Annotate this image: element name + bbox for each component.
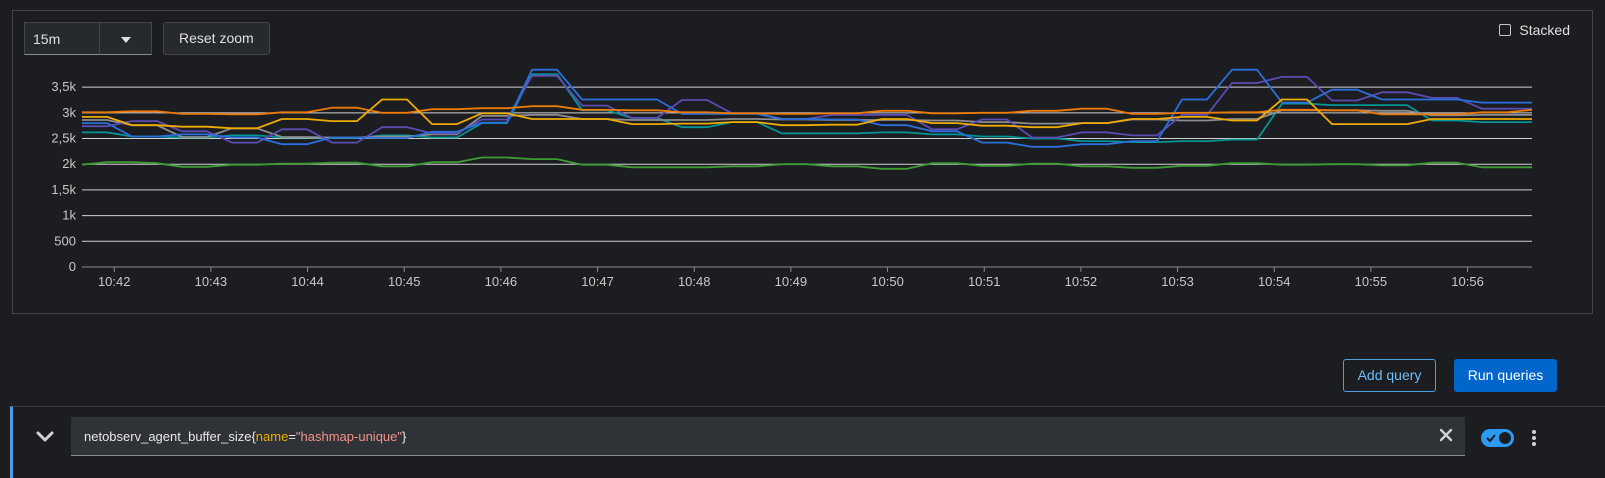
query-enabled-switch[interactable]	[1481, 429, 1514, 447]
caret-down-icon	[121, 37, 131, 43]
query-row: netobserv_agent_buffer_size{name="hashma…	[10, 406, 1605, 478]
add-query-button[interactable]: Add query	[1343, 359, 1436, 392]
x-tick-label: 10:54	[1258, 274, 1291, 289]
x-tick-label: 10:55	[1355, 274, 1388, 289]
query-chart: 0 500 1k 1,5k 2k 2,5k 3k 3,5k 10:42 10:43 10:44 10:…	[51, 68, 1533, 289]
check-icon	[1486, 434, 1496, 443]
kebab-icon[interactable]	[1532, 430, 1536, 446]
chevron-down-icon[interactable]	[35, 427, 55, 447]
y-tick-label: 3k	[62, 105, 76, 120]
y-tick-label: 2k	[62, 156, 76, 171]
y-tick-label: 2,5k	[51, 131, 76, 146]
query-metric: netobserv_agent_buffer_size	[84, 429, 252, 444]
query-label-name: name	[255, 429, 289, 444]
close-icon[interactable]	[1439, 428, 1453, 442]
y-tick-label: 3,5k	[51, 79, 76, 94]
time-range-toolbar: 15m Reset zoom	[24, 22, 270, 55]
time-range-dropdown-toggle[interactable]	[99, 22, 152, 55]
query-close-brace: }	[402, 429, 407, 444]
x-tick-label: 10:52	[1065, 274, 1098, 289]
x-tick-label: 10:42	[98, 274, 131, 289]
graph-panel: 0 500 1k 1,5k 2k 2,5k 3k 3,5k 10:42 10:43 10:44 10:…	[12, 10, 1593, 314]
x-tick-label: 10:48	[678, 274, 711, 289]
query-open-brace: {	[251, 429, 256, 444]
series-line-7	[82, 98, 1532, 130]
reset-zoom-button[interactable]: Reset zoom	[163, 22, 270, 55]
query-equals: =	[288, 429, 296, 444]
y-tick-label: 0	[69, 259, 76, 274]
query-input[interactable]: netobserv_agent_buffer_size{name="hashma…	[71, 417, 1465, 456]
x-tick-label: 10:50	[871, 274, 904, 289]
x-tick-label: 10:56	[1451, 274, 1484, 289]
stacked-toggle[interactable]: Stacked	[1499, 22, 1570, 38]
y-tick-label: 1k	[62, 208, 76, 223]
x-tick-label: 10:49	[775, 274, 808, 289]
time-range-select[interactable]: 15m	[24, 22, 99, 55]
query-label-value: "hashmap-unique"	[295, 429, 402, 444]
x-tick-label: 10:47	[581, 274, 614, 289]
series-line-6	[82, 105, 1533, 116]
x-tick-label: 10:44	[291, 274, 324, 289]
stacked-label: Stacked	[1519, 22, 1570, 38]
x-tick-label: 10:53	[1161, 274, 1194, 289]
series-line-5	[82, 68, 1532, 148]
stacked-checkbox[interactable]	[1499, 24, 1512, 36]
run-queries-button[interactable]: Run queries	[1454, 359, 1557, 392]
y-tick-label: 500	[54, 233, 76, 248]
series-line-1	[81, 156, 1532, 170]
x-tick-label: 10:51	[968, 274, 1001, 289]
switch-knob	[1499, 432, 1511, 444]
x-tick-label: 10:43	[195, 274, 228, 289]
x-tick-label: 10:46	[485, 274, 518, 289]
y-tick-label: 1,5k	[51, 182, 76, 197]
x-tick-label: 10:45	[388, 274, 421, 289]
